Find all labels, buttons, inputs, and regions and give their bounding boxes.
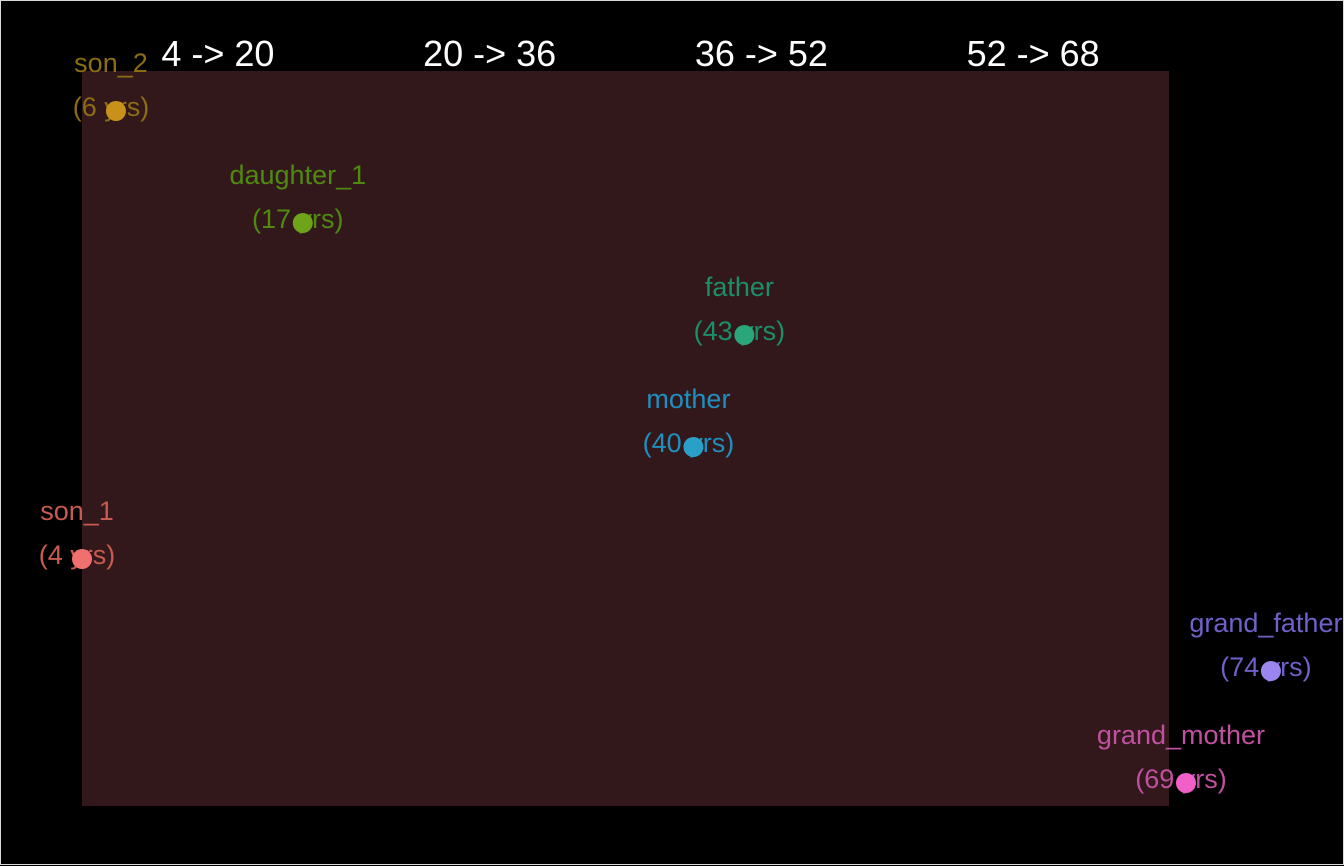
family-points: son_2(6 yrs) daughter_1(17 yrs) father(43 … <box>39 48 1343 794</box>
age-range-label: 4 -> 20 <box>161 33 274 74</box>
data-point <box>1260 661 1281 681</box>
data-point <box>292 213 313 233</box>
point-group: mother(40 yrs) <box>643 384 735 458</box>
point-group: father(43 yrs) <box>694 272 786 346</box>
point-group: son_2(6 yrs) <box>73 48 150 122</box>
data-point <box>105 101 126 121</box>
member-name-label: grand_mother <box>1097 720 1265 750</box>
point-group: grand_father(74 yrs) <box>1189 608 1342 682</box>
point-group: daughter_1(17 yrs) <box>229 160 366 234</box>
data-point <box>683 437 704 457</box>
age-range-label: 20 -> 36 <box>423 33 556 74</box>
member-name-label: mother <box>646 384 730 414</box>
data-point <box>72 549 92 569</box>
point-group: grand_mother(69 yrs) <box>1097 720 1265 794</box>
plot-panel <box>82 71 1169 806</box>
age-range-labels: 4 -> 20 20 -> 36 36 -> 52 52 -> 68 <box>161 33 1099 74</box>
member-name-label: son_1 <box>40 496 114 526</box>
member-name-label: daughter_1 <box>229 160 366 190</box>
data-point <box>1175 773 1196 793</box>
age-range-label: 52 -> 68 <box>967 33 1100 74</box>
age-range-label: 36 -> 52 <box>695 33 828 74</box>
member-name-label: grand_father <box>1189 608 1342 638</box>
member-name-label: son_2 <box>74 48 148 78</box>
point-group: son_1(4 yrs) <box>39 496 116 570</box>
member-name-label: father <box>705 272 774 302</box>
data-point <box>734 325 755 345</box>
